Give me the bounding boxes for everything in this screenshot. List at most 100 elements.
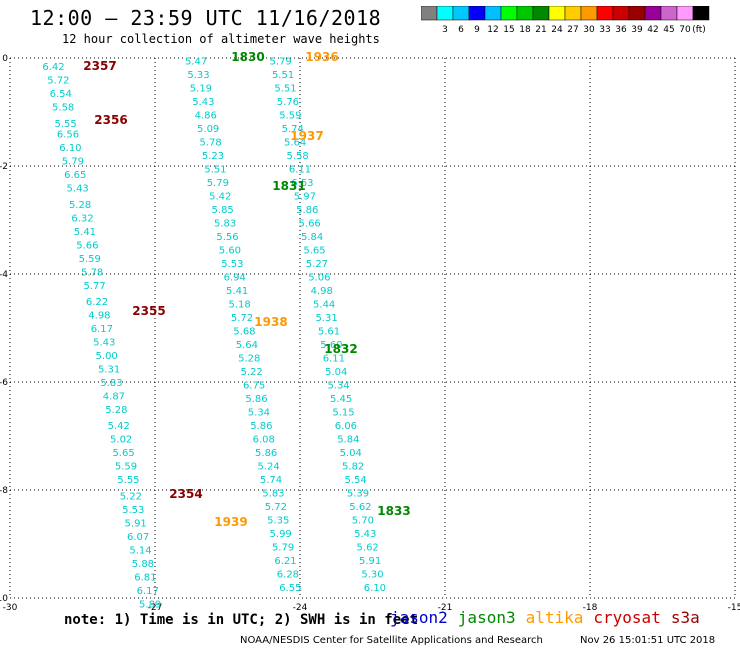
swh-value: 5.04 bbox=[340, 448, 362, 459]
swh-value: 5.44 bbox=[313, 300, 335, 311]
y-tick-label: -10 bbox=[0, 594, 8, 604]
swh-value: 6.54 bbox=[50, 89, 72, 100]
swh-value: 5.27 bbox=[306, 259, 328, 270]
colorbar-label: 45 bbox=[663, 25, 674, 35]
swh-value: 5.89 bbox=[139, 599, 161, 610]
time-label: 2357 bbox=[83, 59, 116, 73]
swh-value: 6.11 bbox=[323, 354, 345, 365]
time-label: 2355 bbox=[132, 304, 165, 318]
swh-value: 5.31 bbox=[315, 313, 337, 324]
swh-value: 5.06 bbox=[308, 273, 330, 284]
swh-value: 5.22 bbox=[241, 367, 263, 378]
swh-value: 5.53 bbox=[122, 505, 144, 516]
swh-value: 6.55 bbox=[279, 583, 301, 594]
footer-timestamp: Nov 26 15:01:51 UTC 2018 bbox=[580, 635, 716, 646]
swh-value: 5.72 bbox=[47, 76, 69, 87]
swh-value: 5.99 bbox=[270, 529, 292, 540]
colorbar-label: 6 bbox=[458, 25, 464, 35]
swh-value: 6.07 bbox=[127, 532, 149, 543]
swh-value: 5.64 bbox=[284, 138, 306, 149]
swh-value: 5.61 bbox=[318, 327, 340, 338]
time-label: 2356 bbox=[94, 113, 127, 127]
satellite-legend: jason2 jason3 altika cryosat s3a bbox=[390, 608, 710, 627]
swh-value: 6.28 bbox=[277, 570, 299, 581]
units-note: note: 1) Time is in UTC; 2) SWH is in fe… bbox=[64, 612, 419, 628]
legend-jason2: jason2 bbox=[390, 608, 448, 627]
swh-value: 5.66 bbox=[76, 240, 98, 251]
x-tick-label: -21 bbox=[438, 603, 453, 613]
swh-value: 5.72 bbox=[231, 313, 253, 324]
swh-value: 6.06 bbox=[335, 421, 357, 432]
time-label: 1832 bbox=[324, 342, 357, 356]
x-tick-label: -15 bbox=[728, 603, 740, 613]
swh-value: 5.39 bbox=[347, 489, 369, 500]
swh-value: 5.79 bbox=[270, 57, 292, 68]
colorbar-label: 21 bbox=[535, 25, 546, 35]
colorbar-label: 9 bbox=[474, 25, 480, 35]
swh-value: 5.28 bbox=[69, 200, 91, 211]
swh-value: 5.77 bbox=[83, 281, 105, 292]
colorbar-label: 36 bbox=[615, 25, 627, 35]
swh-value: 4.98 bbox=[88, 311, 110, 322]
swh-value: 5.82 bbox=[342, 462, 364, 473]
swh-value: 5.23 bbox=[202, 151, 224, 162]
swh-colorbar: 3 6 9 12 15 18 21 24 27 30 33 36 39 42 45 70 (ft) bbox=[421, 6, 710, 35]
y-tick-label: -2 bbox=[0, 162, 8, 172]
swh-value: 5.74 bbox=[260, 475, 282, 486]
swh-value: 5.84 bbox=[337, 435, 359, 446]
colorbar-label: 70 bbox=[679, 25, 691, 35]
time-label: 1938 bbox=[254, 315, 287, 329]
swh-value: 6.75 bbox=[243, 381, 265, 392]
swh-value: 5.65 bbox=[303, 246, 325, 257]
swh-value: 5.64 bbox=[236, 340, 258, 351]
swh-value: 5.34 bbox=[248, 408, 270, 419]
swh-value: 5.79 bbox=[62, 157, 84, 168]
swh-value: 6.81 bbox=[134, 572, 156, 583]
swh-value: 5.66 bbox=[299, 219, 321, 230]
swh-value: 5.31 bbox=[98, 365, 120, 376]
swh-value: 5.51 bbox=[272, 70, 294, 81]
swh-value: 6.22 bbox=[86, 297, 108, 308]
colorbar-swatch bbox=[692, 6, 710, 21]
time-label: 1939 bbox=[214, 515, 247, 529]
swh-value: 5.83 bbox=[100, 378, 122, 389]
legend-altika: altika bbox=[525, 608, 584, 627]
swh-value: 6.10 bbox=[364, 583, 386, 594]
swh-value: 5.42 bbox=[108, 421, 130, 432]
swh-value: 5.53 bbox=[221, 259, 243, 270]
swh-value: 6.17 bbox=[137, 586, 159, 597]
swh-value: 5.58 bbox=[286, 151, 308, 162]
y-tick-label: -6 bbox=[0, 378, 8, 388]
swh-value: 5.59 bbox=[115, 462, 137, 473]
swh-value: 5.19 bbox=[190, 84, 212, 95]
swh-value: 5.76 bbox=[277, 97, 299, 108]
x-tick-label: -18 bbox=[583, 603, 598, 613]
swh-value: 5.83 bbox=[214, 219, 236, 230]
swh-value: 5.97 bbox=[294, 192, 316, 203]
swh-value: 5.88 bbox=[132, 559, 154, 570]
swh-value: 5.00 bbox=[96, 351, 118, 362]
swh-value: 5.74 bbox=[282, 124, 304, 135]
x-tick-label: -27 bbox=[148, 603, 163, 613]
time-label: 1830 bbox=[231, 50, 264, 64]
swh-value: 5.04 bbox=[325, 367, 347, 378]
swh-value: 5.14 bbox=[129, 545, 151, 556]
legend-s3a: s3a bbox=[670, 608, 700, 627]
swh-value: 5.51 bbox=[204, 165, 226, 176]
swh-value: 5.60 bbox=[219, 246, 241, 257]
swh-value: 5.28 bbox=[105, 405, 127, 416]
swh-value: 5.55 bbox=[117, 475, 139, 486]
swh-value: 5.86 bbox=[296, 205, 318, 216]
y-tick-label: -8 bbox=[0, 486, 8, 496]
swh-value: 5.78 bbox=[199, 138, 221, 149]
swh-value: 5.09 bbox=[197, 124, 219, 135]
chart-subtitle: 12 hour collection of altimeter wave hei… bbox=[62, 32, 380, 46]
swh-value: 5.30 bbox=[361, 570, 383, 581]
x-tick-label: -30 bbox=[3, 603, 18, 613]
swh-value: 5.59 bbox=[279, 111, 301, 122]
swh-value: 5.68 bbox=[233, 327, 255, 338]
swh-value: 5.91 bbox=[125, 518, 147, 529]
swh-value: 5.86 bbox=[245, 394, 267, 405]
swh-value: 5.62 bbox=[357, 543, 379, 554]
